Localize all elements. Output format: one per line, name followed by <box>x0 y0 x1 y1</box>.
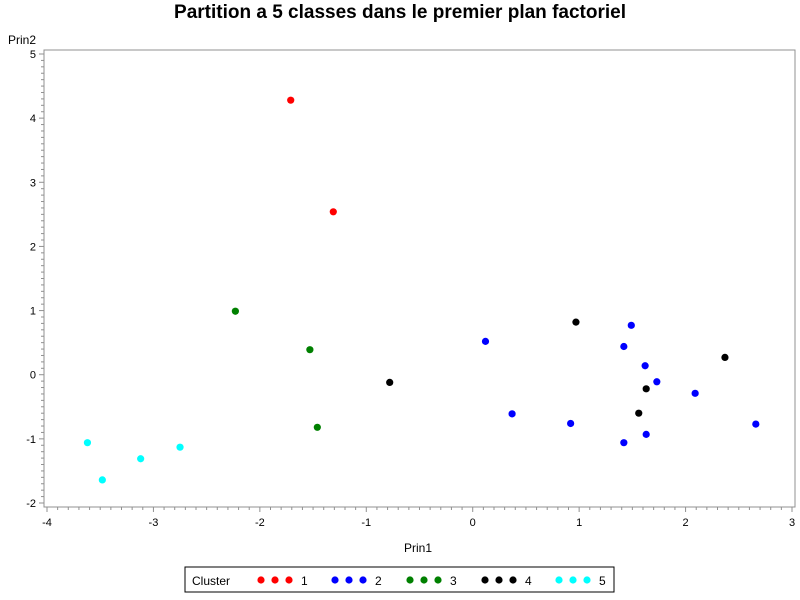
legend-marker <box>555 576 563 584</box>
x-tick-label: -1 <box>361 517 371 529</box>
legend-marker <box>271 576 279 584</box>
x-tick-label: -4 <box>42 517 52 529</box>
series-cluster-2 <box>481 321 760 447</box>
data-point <box>306 346 314 354</box>
x-tick-label: -3 <box>149 517 159 529</box>
y-tick-label: 0 <box>30 370 36 382</box>
y-tick-label: 3 <box>30 177 36 189</box>
legend-marker <box>420 576 428 584</box>
legend-marker <box>481 576 489 584</box>
legend-marker <box>434 576 442 584</box>
legend-marker <box>509 576 517 584</box>
x-tick-label: 3 <box>789 517 795 529</box>
series-cluster-5 <box>83 439 184 484</box>
data-point <box>572 318 580 326</box>
data-point <box>620 342 628 351</box>
data-points <box>83 96 760 484</box>
data-point <box>620 439 628 447</box>
legend-frame <box>184 566 615 593</box>
data-point <box>567 419 575 428</box>
series-cluster-1 <box>287 96 337 216</box>
data-point <box>642 430 650 438</box>
data-point <box>691 389 699 397</box>
data-point <box>752 420 760 428</box>
legend: Cluster 1 2 3 4 5 <box>184 566 615 593</box>
data-point <box>287 96 295 104</box>
x-tick-label: 0 <box>470 517 476 529</box>
chart-title: Partition a 5 classes dans le premier pl… <box>174 2 626 23</box>
y-axis-label: Prin2 <box>8 33 36 47</box>
y-tick-label: 4 <box>30 113 36 125</box>
legend-entry-label: 4 <box>525 574 532 588</box>
data-point <box>641 362 649 370</box>
x-axis: -4 -3 -2 -1 0 1 2 3 <box>42 507 795 529</box>
plot-area-frame <box>43 49 796 508</box>
y-tick-label: 5 <box>30 49 36 61</box>
data-point <box>508 410 516 418</box>
legend-entry-label: 3 <box>450 574 457 588</box>
data-point <box>481 337 490 345</box>
legend-marker <box>569 576 577 584</box>
legend-marker <box>359 576 367 584</box>
x-tick-label: -2 <box>255 517 265 529</box>
data-point <box>635 409 643 417</box>
legend-marker <box>583 576 591 584</box>
data-point <box>386 378 394 387</box>
data-point <box>642 385 650 393</box>
legend-entry-label: 2 <box>375 574 382 588</box>
data-point <box>627 321 635 329</box>
data-point <box>721 353 729 361</box>
legend-title: Cluster <box>192 574 230 588</box>
y-tick-label: -1 <box>26 434 36 446</box>
legend-marker <box>285 576 293 584</box>
data-point <box>329 208 337 216</box>
x-tick-label: 1 <box>576 517 582 529</box>
legend-marker <box>345 576 353 584</box>
data-point <box>313 423 321 431</box>
series-cluster-4 <box>386 318 729 417</box>
y-axis: -2 -1 0 1 2 3 4 5 <box>26 49 44 510</box>
legend-marker <box>331 576 339 584</box>
data-point <box>98 476 106 484</box>
y-tick-label: -2 <box>26 498 36 510</box>
legend-marker <box>257 576 265 584</box>
data-point <box>176 443 184 451</box>
y-tick-label: 1 <box>30 306 36 318</box>
x-axis-label: Prin1 <box>404 541 432 555</box>
data-point <box>137 455 145 463</box>
series-cluster-3 <box>231 307 321 431</box>
legend-marker <box>495 576 503 584</box>
data-point <box>653 378 661 386</box>
y-tick-label: 2 <box>30 241 36 253</box>
legend-entry-label: 1 <box>301 574 308 588</box>
legend-entry-label: 5 <box>599 574 606 588</box>
data-point <box>231 307 239 315</box>
legend-marker <box>406 576 414 584</box>
data-point <box>83 439 92 447</box>
x-tick-label: 2 <box>683 517 689 529</box>
